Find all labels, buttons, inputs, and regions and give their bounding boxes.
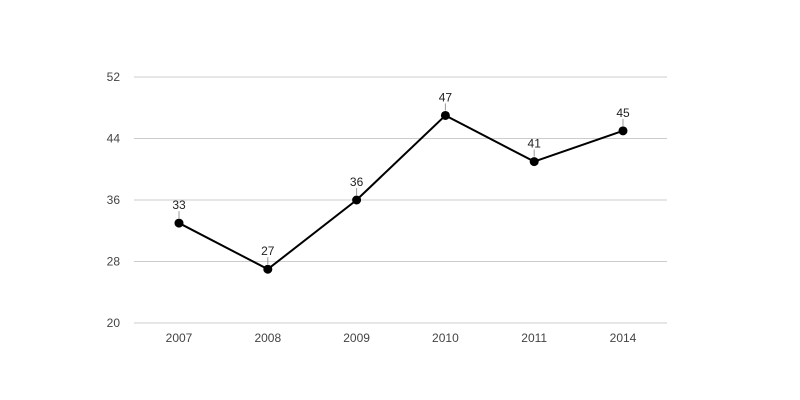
data-point: [263, 264, 273, 274]
data-label: 45: [616, 106, 630, 120]
x-tick-label: 2014: [610, 331, 637, 345]
series-layer: 33 27 36 47 41 45: [172, 90, 630, 274]
x-tick-label: 2010: [432, 331, 459, 345]
x-axis-labels: 2007 2008 2009 2010 2011 2014: [166, 331, 637, 345]
data-point: [174, 218, 184, 228]
data-label: 47: [439, 90, 453, 104]
data-point: [529, 157, 539, 167]
series-line: [178, 114, 624, 271]
x-tick-label: 2008: [254, 331, 281, 345]
data-label: 36: [350, 175, 364, 189]
x-tick-label: 2009: [343, 331, 370, 345]
data-point: [440, 110, 450, 120]
y-tick-label: 44: [107, 132, 121, 146]
y-tick-label: 20: [107, 316, 121, 330]
data-point: [618, 126, 628, 136]
x-tick-label: 2007: [166, 331, 193, 345]
y-tick-label: 28: [107, 255, 121, 269]
data-point: [352, 195, 362, 205]
y-tick-label: 52: [107, 70, 121, 84]
y-axis-labels: 20 28 36 44 52: [107, 70, 121, 330]
data-label: 41: [528, 137, 542, 151]
x-tick-label: 2011: [521, 331, 547, 345]
data-label: 27: [261, 244, 275, 258]
data-label: 33: [172, 198, 186, 212]
y-tick-label: 36: [107, 193, 121, 207]
gridlines: [134, 76, 667, 324]
